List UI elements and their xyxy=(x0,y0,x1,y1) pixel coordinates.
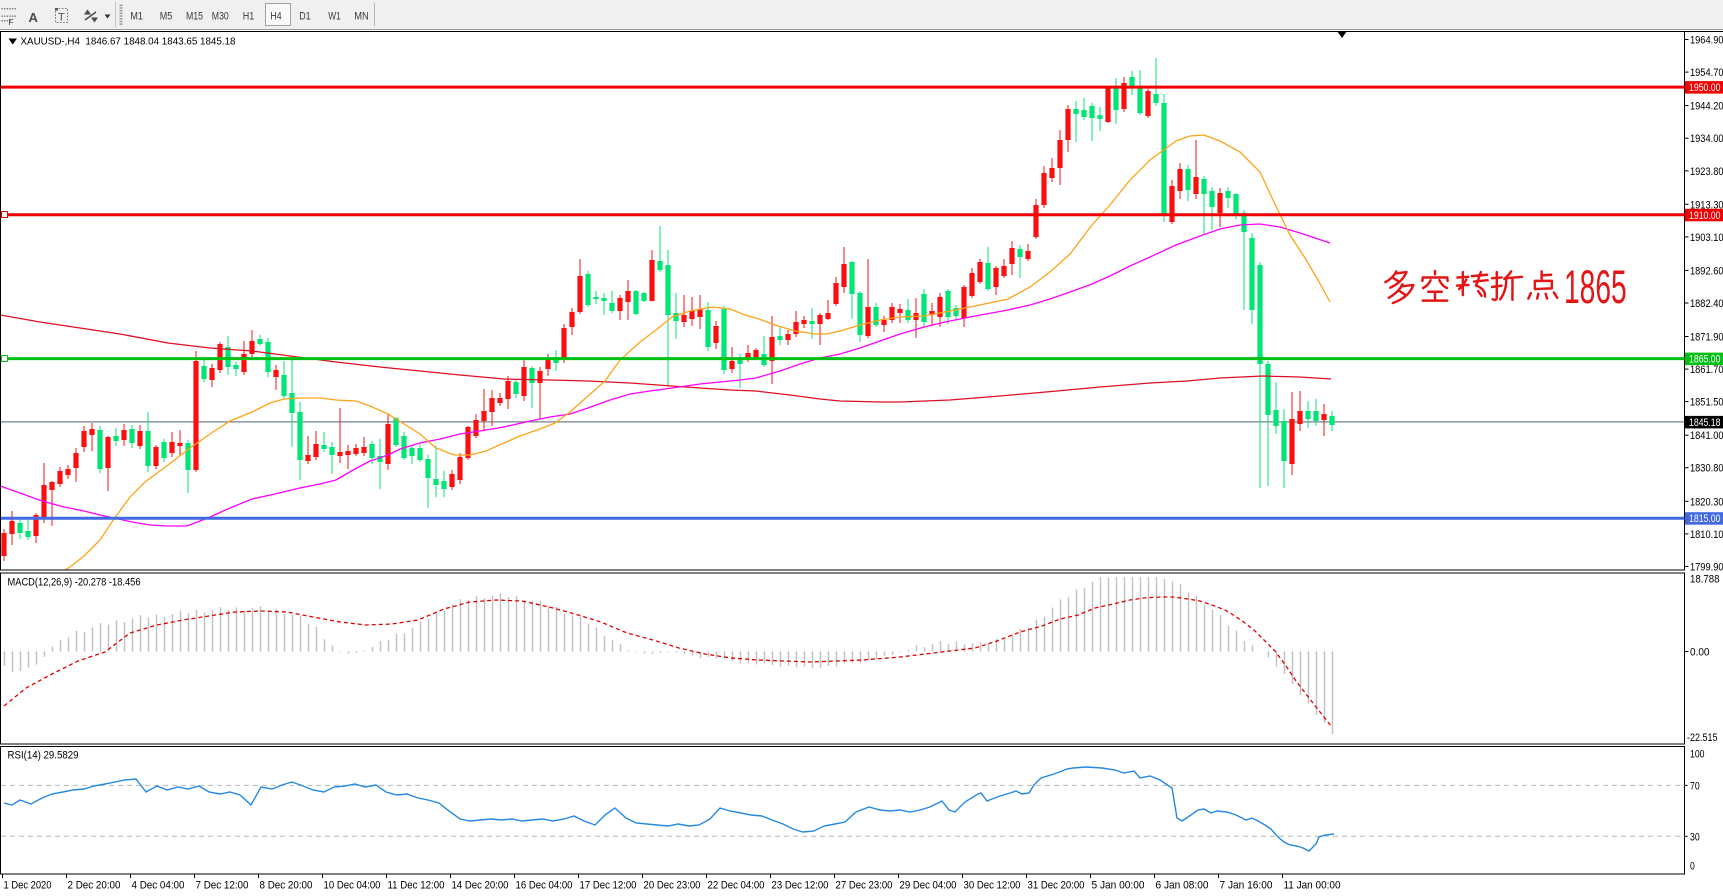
svg-text:1882.40: 1882.40 xyxy=(1690,298,1723,310)
svg-text:5 Jan 00:00: 5 Jan 00:00 xyxy=(1092,880,1145,892)
svg-text:27 Dec 23:00: 27 Dec 23:00 xyxy=(836,880,893,892)
svg-text:7 Dec 12:00: 7 Dec 12:00 xyxy=(196,880,249,892)
svg-text:1950.00: 1950.00 xyxy=(1689,82,1721,94)
svg-text:XAUUSD-,H4 1846.67 1848.04 18: XAUUSD-,H4 1846.67 1848.04 1843.65 1845.… xyxy=(21,37,236,48)
svg-text:7 Jan 16:00: 7 Jan 16:00 xyxy=(1220,880,1273,892)
svg-text:1799.90: 1799.90 xyxy=(1690,561,1723,573)
svg-text:11 Dec 12:00: 11 Dec 12:00 xyxy=(388,880,445,892)
svg-text:D1: D1 xyxy=(299,11,311,23)
svg-text:F: F xyxy=(9,17,14,27)
svg-text:20 Dec 23:00: 20 Dec 23:00 xyxy=(644,880,701,892)
svg-text:1815.00: 1815.00 xyxy=(1689,513,1721,525)
svg-text:1830.80: 1830.80 xyxy=(1690,463,1723,475)
svg-text:M5: M5 xyxy=(160,11,173,23)
svg-text:1810.10: 1810.10 xyxy=(1690,529,1723,541)
svg-text:29 Dec 04:00: 29 Dec 04:00 xyxy=(900,880,957,892)
svg-text:100: 100 xyxy=(1690,748,1705,760)
svg-text:1820.30: 1820.30 xyxy=(1690,496,1723,508)
svg-text:70: 70 xyxy=(1690,780,1700,792)
svg-text:8 Dec 20:00: 8 Dec 20:00 xyxy=(260,880,313,892)
svg-text:1851.50: 1851.50 xyxy=(1690,397,1723,409)
svg-text:1845.18: 1845.18 xyxy=(1689,417,1721,429)
svg-text:1910.00: 1910.00 xyxy=(1689,210,1721,222)
svg-text:H1: H1 xyxy=(243,11,255,23)
svg-text:1892.60: 1892.60 xyxy=(1690,265,1723,277)
svg-text:1861.70: 1861.70 xyxy=(1690,364,1723,376)
svg-text:2 Dec 20:00: 2 Dec 20:00 xyxy=(68,880,121,892)
svg-text:H4: H4 xyxy=(270,11,282,23)
svg-text:30 Dec 12:00: 30 Dec 12:00 xyxy=(964,880,1021,892)
svg-text:1903.10: 1903.10 xyxy=(1690,232,1723,244)
svg-text:W1: W1 xyxy=(328,11,341,23)
svg-text:22 Dec 04:00: 22 Dec 04:00 xyxy=(708,880,765,892)
svg-text:10 Dec 04:00: 10 Dec 04:00 xyxy=(324,880,381,892)
svg-text:T: T xyxy=(58,12,65,24)
svg-text:A: A xyxy=(29,10,39,25)
svg-text:1934.00: 1934.00 xyxy=(1690,133,1723,145)
svg-text:1841.00: 1841.00 xyxy=(1690,430,1723,442)
svg-text:M1: M1 xyxy=(130,11,143,23)
svg-text:16 Dec 04:00: 16 Dec 04:00 xyxy=(516,880,573,892)
svg-text:31 Dec 20:00: 31 Dec 20:00 xyxy=(1028,880,1085,892)
svg-text:17 Dec 12:00: 17 Dec 12:00 xyxy=(580,880,637,892)
svg-text:M30: M30 xyxy=(212,11,229,23)
svg-text:14 Dec 20:00: 14 Dec 20:00 xyxy=(452,880,509,892)
svg-text:MN: MN xyxy=(354,11,369,23)
svg-text:0.00: 0.00 xyxy=(1690,647,1710,659)
svg-text:RSI(14) 29.5829: RSI(14) 29.5829 xyxy=(8,750,79,762)
svg-text:1964.90: 1964.90 xyxy=(1690,35,1723,47)
svg-text:4 Dec 04:00: 4 Dec 04:00 xyxy=(132,880,185,892)
svg-text:18.788: 18.788 xyxy=(1690,574,1720,586)
svg-text:-22.515: -22.515 xyxy=(1687,732,1718,744)
svg-text:23 Dec 12:00: 23 Dec 12:00 xyxy=(772,880,829,892)
svg-text:MACD(12,26,9) -20.278 -18.456: MACD(12,26,9) -20.278 -18.456 xyxy=(8,577,141,589)
svg-text:30: 30 xyxy=(1690,831,1700,843)
svg-text:1954.70: 1954.70 xyxy=(1690,67,1723,79)
svg-text:1 Dec 2020: 1 Dec 2020 xyxy=(4,880,52,892)
svg-text:1871.90: 1871.90 xyxy=(1690,332,1723,344)
svg-text:M15: M15 xyxy=(186,11,203,23)
svg-text:11 Jan 00:00: 11 Jan 00:00 xyxy=(1284,880,1341,892)
svg-text:1923.80: 1923.80 xyxy=(1690,166,1723,178)
svg-text:6 Jan 08:00: 6 Jan 08:00 xyxy=(1156,880,1209,892)
svg-text:1865.00: 1865.00 xyxy=(1689,354,1721,366)
svg-text:1913.30: 1913.30 xyxy=(1690,199,1723,211)
svg-text:1865: 1865 xyxy=(1564,262,1627,314)
svg-text:0: 0 xyxy=(1690,861,1695,873)
svg-text:1944.20: 1944.20 xyxy=(1690,101,1723,113)
